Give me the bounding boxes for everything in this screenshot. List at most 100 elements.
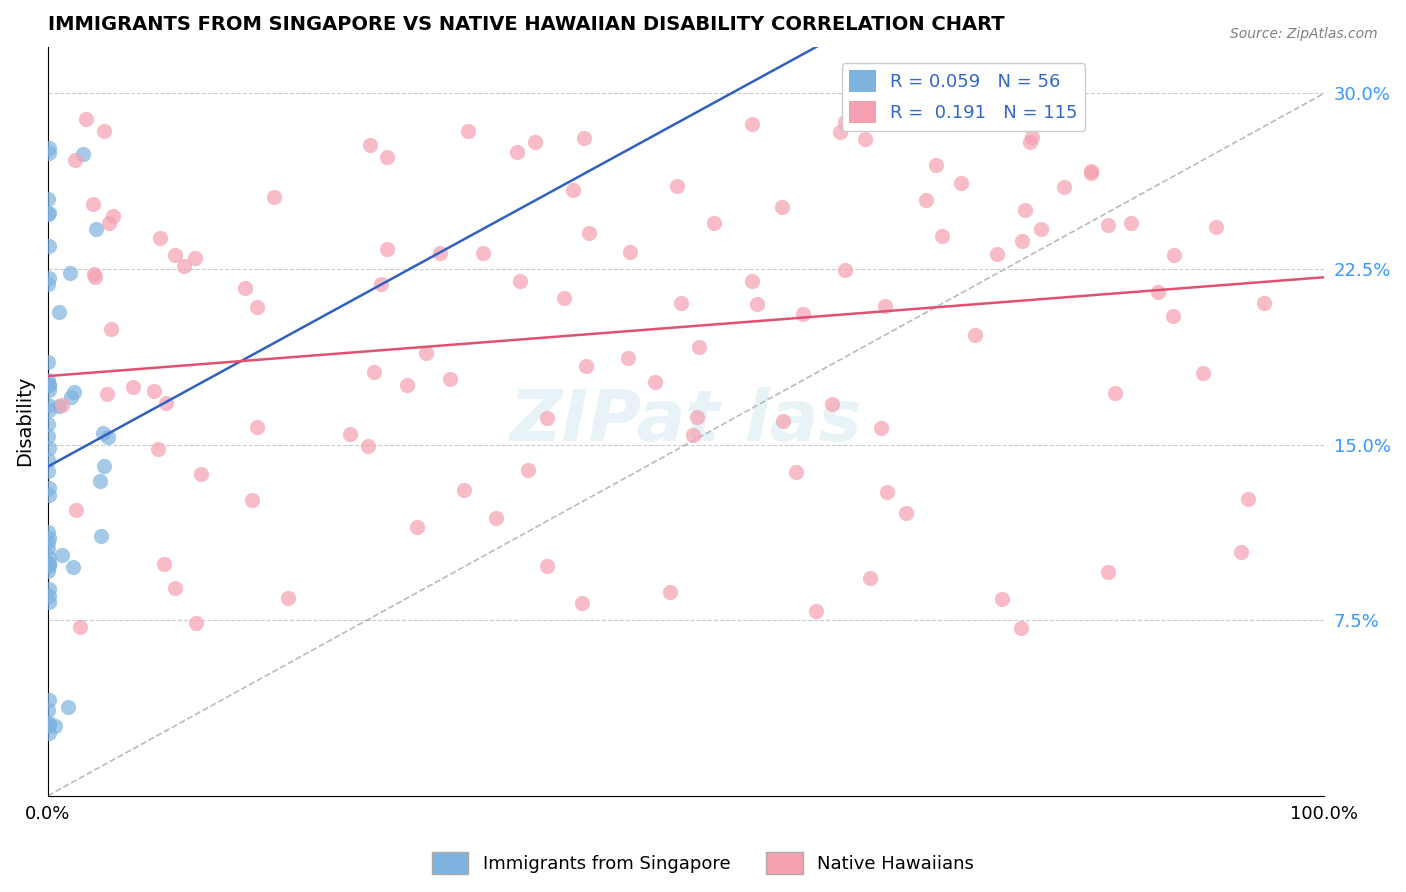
Point (173, 260, 195, 274)
Point (56, 700, 79, 714)
Point (38, 589, 60, 603)
Point (38, 582, 60, 597)
Point (86, 222, 108, 236)
Point (562, 183, 585, 197)
Point (1011, 234, 1033, 248)
Point (38, 383, 60, 397)
Point (772, 414, 794, 428)
Point (263, 189, 285, 203)
Point (869, 421, 891, 435)
Point (991, 592, 1014, 607)
Point (375, 150, 398, 164)
Point (1019, 135, 1042, 149)
Text: ZIPat las: ZIPat las (509, 387, 862, 456)
Point (37, 452, 59, 467)
Point (1021, 130, 1043, 145)
Point (821, 397, 844, 411)
Point (38, 550, 60, 565)
Point (97, 430, 120, 444)
Point (38, 378, 60, 392)
Point (415, 346, 437, 360)
Point (75, 112, 97, 126)
Point (1146, 285, 1168, 299)
Point (62, 559, 84, 574)
Point (578, 226, 600, 240)
Point (395, 377, 418, 392)
Point (370, 277, 392, 291)
Point (876, 484, 898, 499)
Point (38, 481, 60, 495)
Point (44, 719, 66, 733)
Point (246, 420, 269, 434)
Point (506, 145, 529, 159)
Point (1163, 248, 1185, 262)
Legend: R = 0.059   N = 56, R =  0.191   N = 115: R = 0.059 N = 56, R = 0.191 N = 115 (842, 63, 1085, 131)
Point (38, 141, 60, 155)
Point (60, 390, 83, 404)
Point (1121, 216, 1143, 230)
Point (93, 459, 115, 474)
Point (1010, 621, 1032, 635)
Point (484, 511, 506, 525)
Point (38, 441, 60, 455)
Point (747, 297, 769, 311)
Point (38, 146, 60, 161)
Point (152, 557, 174, 571)
Point (37, 541, 59, 555)
Point (37, 373, 59, 387)
Point (859, 570, 882, 584)
Point (65, 502, 87, 516)
Point (785, 465, 807, 479)
Point (834, 115, 856, 129)
Point (828, 125, 851, 139)
Point (965, 328, 987, 343)
Point (184, 251, 207, 265)
Point (553, 291, 575, 305)
Point (1097, 218, 1119, 232)
Point (122, 380, 145, 394)
Point (853, 132, 876, 146)
Point (741, 118, 763, 132)
Point (523, 135, 546, 149)
Point (571, 596, 593, 610)
Point (804, 604, 827, 618)
Text: IMMIGRANTS FROM SINGAPORE VS NATIVE HAWAIIAN DISABILITY CORRELATION CHART: IMMIGRANTS FROM SINGAPORE VS NATIVE HAWA… (48, 15, 1004, 34)
Text: Source: ZipAtlas.com: Source: ZipAtlas.com (1230, 27, 1378, 41)
Point (703, 216, 725, 230)
Point (38, 715, 60, 730)
Point (931, 229, 953, 244)
Point (377, 242, 399, 256)
Point (37, 564, 59, 578)
Point (574, 131, 596, 145)
Point (509, 274, 531, 288)
Point (37, 464, 59, 478)
Point (83, 268, 105, 282)
Point (439, 372, 461, 386)
Point (100, 322, 122, 336)
Point (770, 200, 793, 214)
Point (37, 207, 59, 221)
Point (37, 429, 59, 443)
Point (986, 246, 1008, 260)
Point (1192, 366, 1215, 380)
Point (37, 277, 59, 292)
Point (240, 493, 263, 508)
Point (51, 548, 73, 562)
Point (235, 281, 257, 295)
Y-axis label: Disability: Disability (15, 376, 34, 467)
Point (669, 296, 692, 310)
Point (453, 483, 475, 497)
Point (38, 271, 60, 285)
Point (37, 524, 59, 539)
Point (165, 248, 187, 262)
Point (875, 299, 897, 313)
Point (149, 231, 172, 245)
Point (1104, 386, 1126, 401)
Point (357, 439, 380, 453)
Point (38, 717, 60, 731)
Point (617, 351, 640, 365)
Point (1230, 545, 1253, 559)
Point (37, 703, 59, 717)
Point (38, 556, 60, 570)
Point (516, 463, 538, 477)
